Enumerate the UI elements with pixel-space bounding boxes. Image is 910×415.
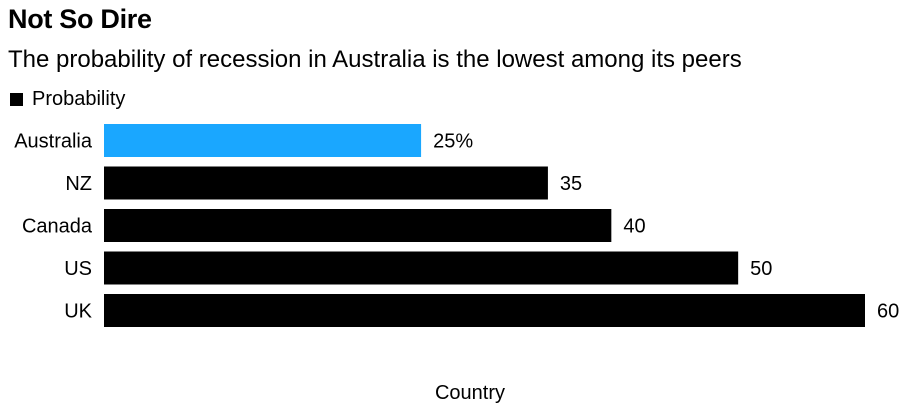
category-label-us: US bbox=[64, 258, 92, 280]
value-label-canada: 40 bbox=[623, 216, 645, 238]
x-axis-label: Country bbox=[434, 382, 506, 404]
value-label-australia: 25% bbox=[433, 131, 473, 153]
category-label-nz: NZ bbox=[65, 173, 92, 195]
chart-legend: Probability bbox=[10, 88, 125, 111]
bar-australia bbox=[104, 124, 422, 157]
value-label-us: 50 bbox=[750, 258, 772, 280]
value-label-nz: 35 bbox=[560, 173, 582, 195]
bar-uk bbox=[104, 294, 865, 327]
legend-swatch bbox=[10, 93, 23, 106]
chart-title: Not So Dire bbox=[8, 4, 152, 34]
bar-canada bbox=[104, 209, 612, 242]
legend-label: Probability bbox=[32, 88, 126, 110]
category-label-canada: Canada bbox=[22, 216, 93, 238]
bar-nz bbox=[104, 166, 548, 200]
bar-us bbox=[104, 251, 739, 285]
category-label-uk: UK bbox=[64, 301, 92, 323]
category-label-australia: Australia bbox=[14, 131, 93, 153]
chart-subtitle: The probability of recession in Australi… bbox=[8, 46, 742, 73]
value-label-uk: 60 bbox=[877, 301, 899, 323]
